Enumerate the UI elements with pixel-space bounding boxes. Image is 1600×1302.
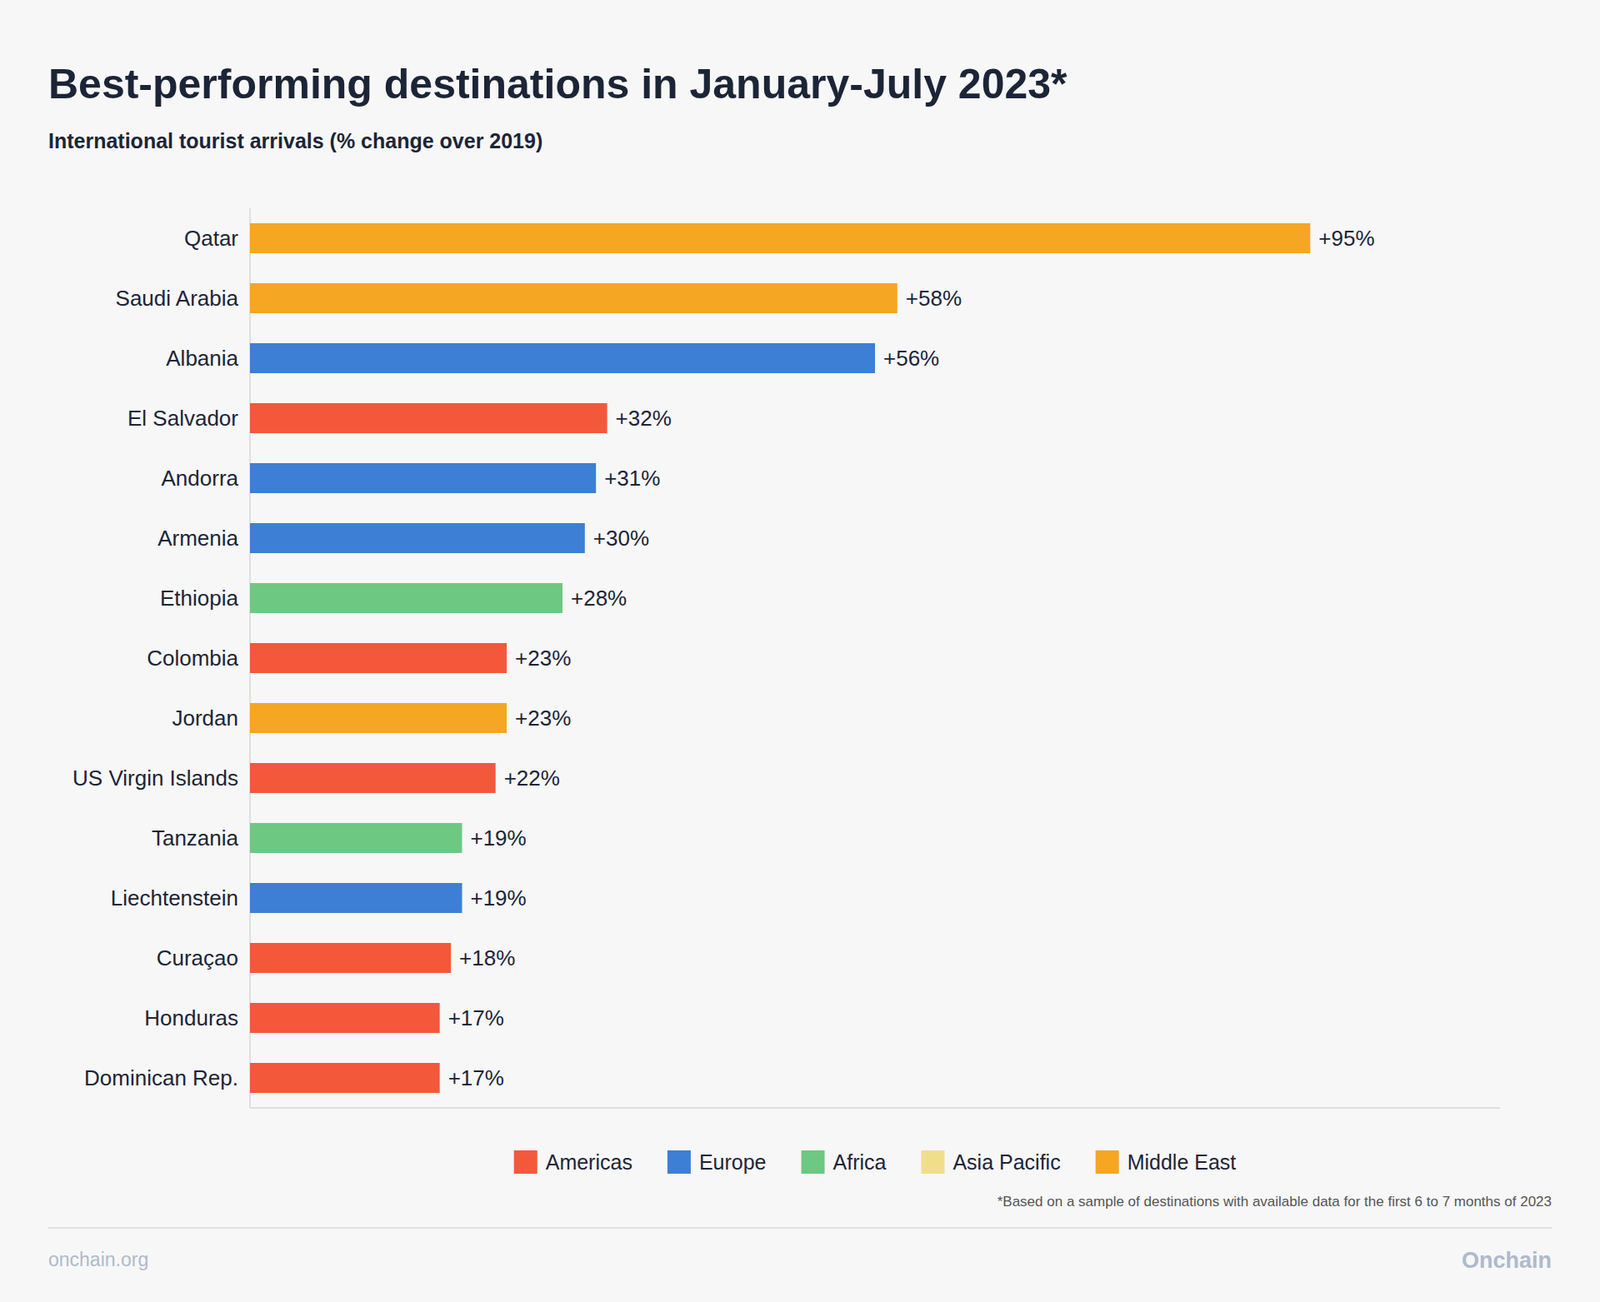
data-label: +18% [459, 945, 515, 971]
legend-item: Asia Pacific [920, 1150, 1060, 1175]
bar [250, 763, 496, 794]
legend-label: Africa [833, 1150, 887, 1175]
data-label: +22% [504, 765, 560, 791]
legend-swatch [667, 1150, 691, 1175]
data-labels: +32% +23% +22% +18% +17% +17% +56% +31% +30% +19%… [448, 225, 1375, 1091]
legend-swatch [1095, 1150, 1120, 1175]
chart: Best-performing destinations in January-… [0, 0, 1600, 1302]
category-label: Colombia [146, 645, 239, 671]
bar [250, 343, 875, 374]
category-label: El Salvador [127, 405, 239, 431]
data-label: +23% [515, 645, 571, 671]
category-label: Andorra [161, 465, 240, 491]
data-label: +19% [470, 825, 526, 851]
legend-item: Middle East [1095, 1150, 1237, 1175]
bar [250, 523, 585, 554]
x-axis-line [250, 1108, 1500, 1110]
subtitle: International tourist arrivals (% change… [48, 129, 543, 153]
bar [250, 643, 507, 674]
data-label: +58% [905, 285, 962, 311]
bar [250, 703, 507, 734]
data-label: +19% [470, 885, 526, 911]
category-label: Ethiopia [160, 585, 239, 611]
category-label: Jordan [172, 705, 240, 731]
category-label: Albania [165, 345, 239, 371]
data-label: +30% [593, 525, 650, 551]
bar [250, 283, 898, 314]
separator [48, 1228, 1552, 1230]
watermark-left: onchain.org [48, 1249, 149, 1271]
bar [250, 223, 1310, 254]
legend-label: Middle East [1127, 1150, 1237, 1175]
watermark-right: Onchain [1461, 1248, 1552, 1274]
bar [250, 943, 451, 974]
category-label: Tanzania [151, 825, 240, 851]
category-label: Armenia [157, 525, 239, 551]
legend-swatch [514, 1150, 538, 1175]
legend-label: Americas [545, 1150, 633, 1175]
data-label: +17% [448, 1005, 505, 1031]
category-label: Dominican Rep. [84, 1065, 239, 1091]
legend-label: Asia Pacific [952, 1150, 1060, 1175]
bar [250, 1063, 440, 1094]
category-label: Liechtenstein [110, 885, 239, 911]
data-label: +23% [515, 705, 571, 731]
data-label: +32% [615, 405, 672, 431]
data-label: +31% [604, 465, 660, 491]
category-label: Curaçao [156, 945, 239, 971]
bar [250, 403, 608, 434]
legend-item: Americas [514, 1150, 633, 1175]
legend-item: Europe [667, 1150, 767, 1175]
legend-swatch [801, 1150, 825, 1175]
bars [250, 223, 1310, 1094]
bar [250, 883, 462, 914]
data-label: +17% [448, 1065, 505, 1091]
bar [250, 1003, 440, 1034]
footnote: *Based on a sample of destinations with … [997, 1194, 1552, 1210]
title: Best-performing destinations in January-… [48, 60, 1068, 108]
category-label: Qatar [184, 225, 239, 251]
bar [250, 463, 596, 494]
data-label: +56% [883, 345, 940, 371]
legend-label: Europe [699, 1150, 767, 1175]
category-label: Honduras [144, 1005, 239, 1031]
legend-swatch [920, 1150, 945, 1175]
category-label: Saudi Arabia [115, 285, 240, 311]
data-label: +95% [1318, 225, 1375, 251]
bar [250, 823, 462, 854]
bar [250, 583, 563, 614]
legend-item: Africa [801, 1150, 887, 1175]
legend: Americas Europe Africa Asia Pacific Middle E… [514, 1150, 1237, 1175]
background [0, 0, 1600, 1302]
data-label: +28% [570, 585, 627, 611]
category-label: US Virgin Islands [72, 765, 239, 791]
